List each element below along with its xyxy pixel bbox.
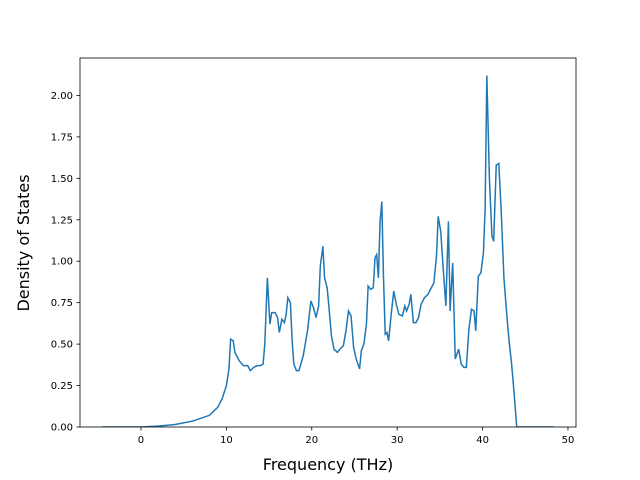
y-tick-label: 0.50	[51, 340, 73, 351]
y-tick-label: 0.25	[51, 381, 73, 392]
data-line	[102, 75, 554, 427]
x-tick-label: 30	[391, 435, 404, 446]
x-tick-label: 10	[220, 435, 233, 446]
y-tick-label: 1.75	[51, 132, 73, 143]
x-axis-label: Frequency (THz)	[263, 455, 393, 474]
x-tick-label: 0	[138, 435, 144, 446]
x-tick-label: 20	[305, 435, 318, 446]
y-tick-label: 2.00	[51, 91, 73, 102]
y-tick-label: 1.00	[51, 257, 73, 268]
x-tick-label: 40	[476, 435, 489, 446]
y-tick-label: 1.50	[51, 174, 73, 185]
x-tick-label: 50	[562, 435, 575, 446]
y-tick-label: 0.00	[51, 423, 73, 434]
plot-frame	[79, 57, 577, 428]
y-tick-label: 1.25	[51, 215, 73, 226]
y-tick-label: 0.75	[51, 298, 73, 309]
y-axis-label: Density of States	[14, 174, 33, 311]
